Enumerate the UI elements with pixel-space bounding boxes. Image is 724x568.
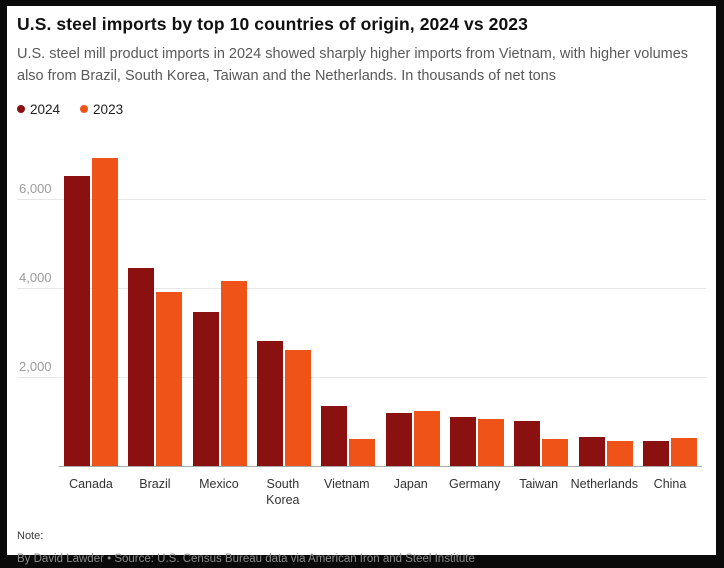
y-tick-label: 6,000: [19, 180, 52, 196]
bar-2024-canada: [64, 175, 91, 466]
bar-2023-mexico: [220, 280, 247, 466]
gridlines-layer: 2,000 4,000 6,000: [17, 155, 706, 467]
legend-swatch-2023-icon: [80, 105, 89, 113]
bar-pair: [514, 420, 569, 466]
x-tick-label: Mexico: [199, 476, 239, 491]
bar-2024-south-korea: [257, 340, 284, 466]
bar-group: [445, 416, 509, 466]
gridline: [17, 376, 706, 378]
bar-2023-canada: [92, 157, 119, 466]
bar-2024-taiwan: [514, 420, 541, 466]
chart-footer: Note: By David Lawder • Source: U.S. Cen…: [17, 530, 706, 565]
source-byline: By David Lawder • Source: U.S. Census Bu…: [17, 553, 475, 565]
x-tick-label: China: [653, 476, 687, 491]
bar-2023-china: [670, 437, 697, 466]
bar-group: [59, 157, 123, 466]
bar-2023-germany: [477, 418, 504, 466]
plot-area: 2,000 4,000 6,000: [17, 155, 706, 467]
bar-group: [380, 410, 444, 466]
chart-panel: U.S. steel imports by top 10 countries o…: [7, 6, 716, 565]
bar-group: [638, 437, 702, 466]
bar-pair: [578, 436, 633, 466]
bar-2024-netherlands: [578, 436, 605, 466]
bar-pair: [385, 410, 440, 466]
bar-groups: [59, 155, 702, 467]
bar-2023-netherlands: [606, 440, 633, 466]
x-tick-label: Vietnam: [323, 476, 370, 491]
bar-pair: [642, 437, 697, 466]
y-tick-label: 2,000: [19, 358, 52, 374]
legend-swatch-2024-icon: [17, 105, 25, 113]
legend: 2024 2023: [17, 102, 706, 117]
x-tick-label: Germany: [448, 476, 501, 491]
bar-group: [252, 340, 316, 466]
bar-2024-vietnam: [321, 405, 348, 466]
y-tick-label: 4,000: [19, 269, 52, 285]
bar-2024-mexico: [192, 311, 219, 466]
x-tick-label: Canada: [69, 476, 113, 491]
x-axis-labels: Canada Brazil Mexico South Korea Vietnam Japa…: [59, 467, 702, 509]
bar-group: [316, 405, 380, 466]
bar-pair: [128, 267, 183, 466]
bar-2023-japan: [413, 410, 440, 466]
x-tick-label: South Korea: [266, 476, 300, 507]
bar-pair: [321, 405, 376, 466]
bar-2023-vietnam: [349, 438, 376, 466]
x-tick-label: Japan: [393, 476, 428, 491]
bar-2024-china: [642, 440, 669, 466]
bar-pair: [257, 340, 312, 466]
bar-pair: [64, 157, 119, 466]
legend-label-2023: 2023: [93, 101, 124, 117]
page-title: U.S. steel imports by top 10 countries o…: [17, 14, 528, 34]
legend-label-2024: 2024: [30, 101, 61, 117]
note-label: Note:: [17, 530, 44, 542]
bar-group: [188, 280, 252, 466]
x-tick-label: Taiwan: [519, 476, 559, 491]
chart-subtitle: U.S. steel mill product imports in 2024 …: [17, 46, 689, 84]
bar-2023-taiwan: [542, 438, 569, 466]
x-tick-label: Netherlands: [570, 476, 639, 491]
bar-2024-brazil: [128, 267, 155, 466]
bar-pair: [192, 280, 247, 466]
bar-2024-japan: [385, 412, 412, 466]
bar-2023-south-korea: [285, 349, 312, 466]
bar-group: [509, 420, 573, 466]
bar-group: [573, 436, 637, 466]
legend-item-2023: 2023: [80, 102, 123, 117]
x-tick-label: Brazil: [139, 476, 171, 491]
bar-group: [123, 267, 187, 466]
legend-item-2024: 2024: [17, 102, 60, 117]
gridline: [17, 287, 706, 289]
gridline: [17, 198, 706, 200]
bar-2023-brazil: [156, 291, 183, 466]
bar-pair: [449, 416, 504, 466]
bar-2024-germany: [449, 416, 476, 466]
